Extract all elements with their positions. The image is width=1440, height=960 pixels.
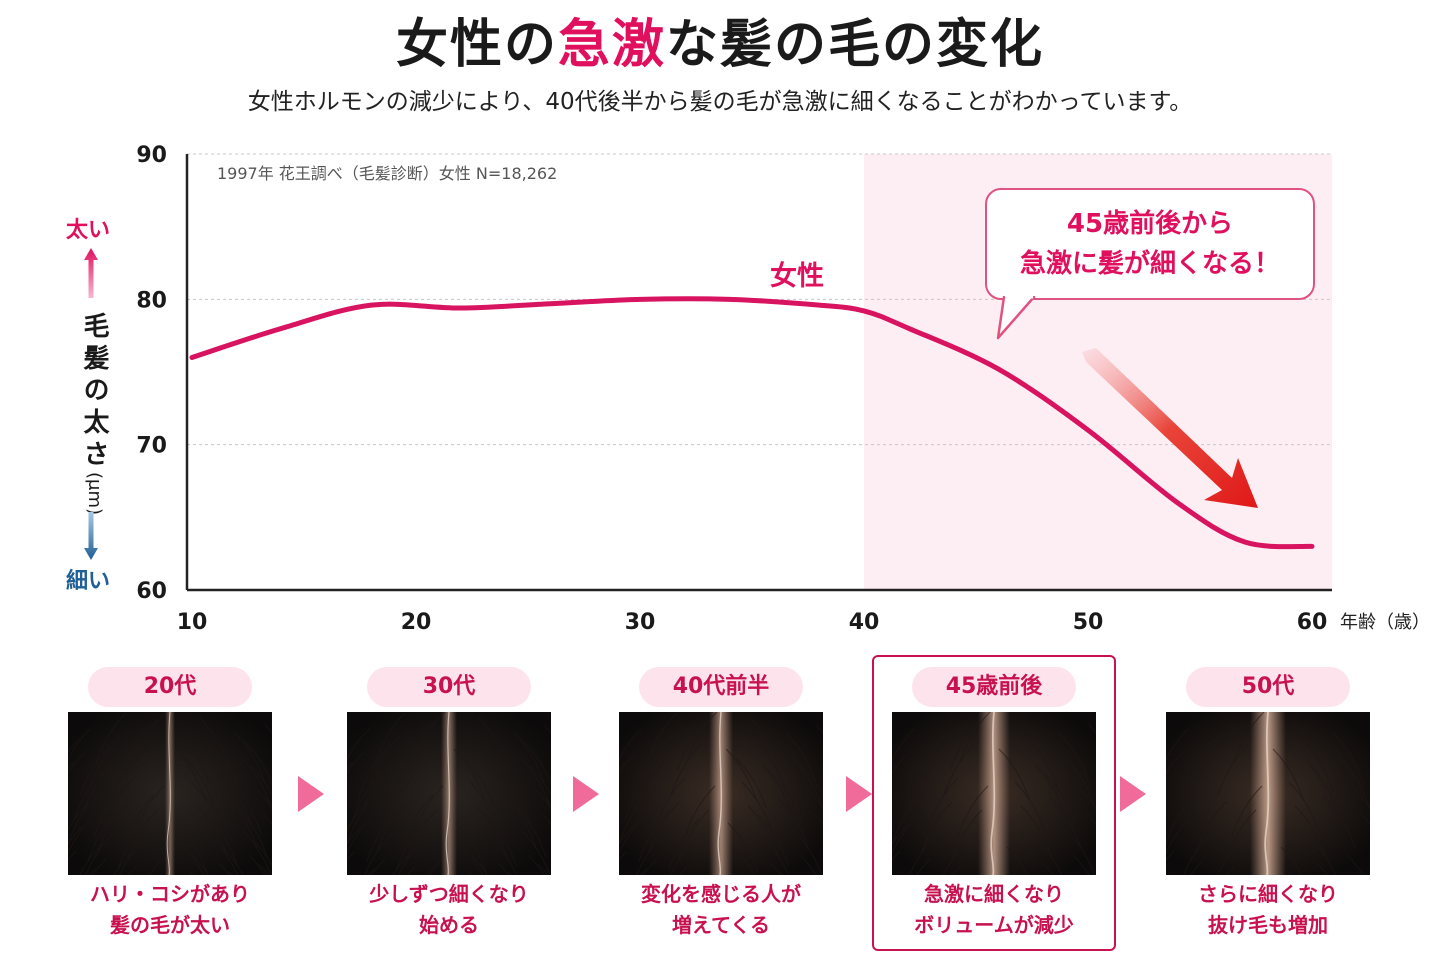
scalp-photo <box>68 712 272 875</box>
stage-50s: 50代 さらに細くなり 抜け毛も増加 <box>1166 655 1372 955</box>
stage-highlight-frame <box>872 655 1116 951</box>
x-tick-label: 40 <box>849 610 880 635</box>
step-arrow-icon <box>573 776 599 812</box>
arrow-up-icon <box>84 248 98 298</box>
scalp-image <box>1166 712 1370 875</box>
stage-caption-line-1: 急激に細くなり <box>924 882 1064 906</box>
stage-caption-line-1: 少しずつ細くなり <box>369 882 529 906</box>
step-arrow-icon <box>846 776 872 812</box>
stage-badge: 30代 <box>367 667 531 707</box>
stage-caption-line-2: 増えてくる <box>672 913 770 937</box>
scalp-photo <box>892 712 1096 875</box>
y-axis-title: 毛髪の太さ(μm) <box>74 312 114 515</box>
x-tick-labels: 10 20 30 40 50 60 <box>177 610 1328 635</box>
stage-caption-line-2: 髪の毛が太い <box>110 913 230 937</box>
x-tick-label: 30 <box>625 610 656 635</box>
x-tick-label: 10 <box>177 610 208 635</box>
x-axis-label: 年齢（歳） <box>1340 612 1430 633</box>
stage-caption: 変化を感じる人が 増えてくる <box>609 879 833 941</box>
stage-around-45: 45歳前後 急激に細くなり ボリュームが減少 <box>892 655 1098 955</box>
stage-row: 20代 ハリ・コシがあり 髪の毛が太い 30代 少しずつ細くなり 始める 40代前半… <box>0 655 1440 955</box>
stage-caption-line-1: さらに細くなり <box>1198 882 1338 906</box>
stage-caption: さらに細くなり 抜け毛も増加 <box>1156 879 1380 941</box>
stage-20s: 20代 ハリ・コシがあり 髪の毛が太い <box>68 655 274 955</box>
stage-caption-line-2: 抜け毛も増加 <box>1208 913 1328 937</box>
stage-badge: 50代 <box>1186 667 1350 707</box>
x-tick-label: 20 <box>401 610 432 635</box>
stage-caption: ハリ・コシがあり 髪の毛が太い <box>58 879 282 941</box>
y-tick-labels: 60 70 80 90 <box>136 143 167 604</box>
x-tick-label: 60 <box>1297 610 1328 635</box>
stage-30s: 30代 少しずつ細くなり 始める <box>347 655 553 955</box>
title-post: な髪の毛の変化 <box>666 15 1045 75</box>
y-tick-label: 80 <box>136 288 167 313</box>
title-pre: 女性の <box>395 15 558 75</box>
callout-box: 45歳前後から 急激に髪が細くなる！ <box>985 188 1315 300</box>
y-axis-unit: (μm) <box>84 472 105 516</box>
decline-arrow <box>1082 348 1258 508</box>
step-arrow-icon <box>298 776 324 812</box>
stage-badge: 45歳前後 <box>912 667 1076 707</box>
scalp-photo <box>347 712 551 875</box>
y-tick-label: 60 <box>136 579 167 604</box>
scalp-image <box>892 712 1096 875</box>
scalp-photo <box>1166 712 1370 875</box>
y-tick-label: 90 <box>136 143 167 168</box>
callout-tail <box>996 296 1036 340</box>
stage-badge: 40代前半 <box>639 667 803 707</box>
stage-caption-line-1: 変化を感じる人が <box>641 882 801 906</box>
scalp-image <box>619 712 823 875</box>
y-axis-title-text: 毛髪の太さ <box>79 312 109 472</box>
scalp-image <box>68 712 272 875</box>
source-note: 1997年 花王調べ（毛髪診断）女性 N=18,262 <box>217 164 557 183</box>
arrow-down-icon <box>84 512 98 560</box>
callout-line-1: 45歳前後から <box>1066 209 1234 239</box>
callout-line-2: 急激に髪が細くなる！ <box>1019 249 1280 279</box>
scalp-photo <box>619 712 823 875</box>
title-accent: 急激 <box>557 15 666 75</box>
y-tick-label: 70 <box>136 434 167 459</box>
stage-caption-line-2: ボリュームが減少 <box>914 913 1074 937</box>
y-axis-thin-label: 細い <box>66 569 111 594</box>
stage-caption-line-1: ハリ・コシがあり <box>90 882 250 906</box>
step-arrow-icon <box>1120 776 1146 812</box>
scalp-image <box>347 712 551 875</box>
stage-caption: 少しずつ細くなり 始める <box>337 879 561 941</box>
axes <box>185 154 1332 592</box>
x-tick-label: 50 <box>1073 610 1104 635</box>
stage-early-40s: 40代前半 変化を感じる人が 増えてくる <box>619 655 825 955</box>
stage-badge: 20代 <box>88 667 252 707</box>
series-label-female: 女性 <box>770 260 824 292</box>
page-subtitle: 女性ホルモンの減少により、40代後半から髪の毛が急激に細くなることがわかっていま… <box>247 89 1193 115</box>
stage-caption-line-2: 始める <box>419 913 479 937</box>
y-axis-thick-label: 太い <box>66 218 111 243</box>
series-line-female <box>189 296 1315 550</box>
stage-caption: 急激に細くなり ボリュームが減少 <box>882 879 1106 941</box>
page-title: 女性の急激な髪の毛の変化 <box>0 10 1440 80</box>
